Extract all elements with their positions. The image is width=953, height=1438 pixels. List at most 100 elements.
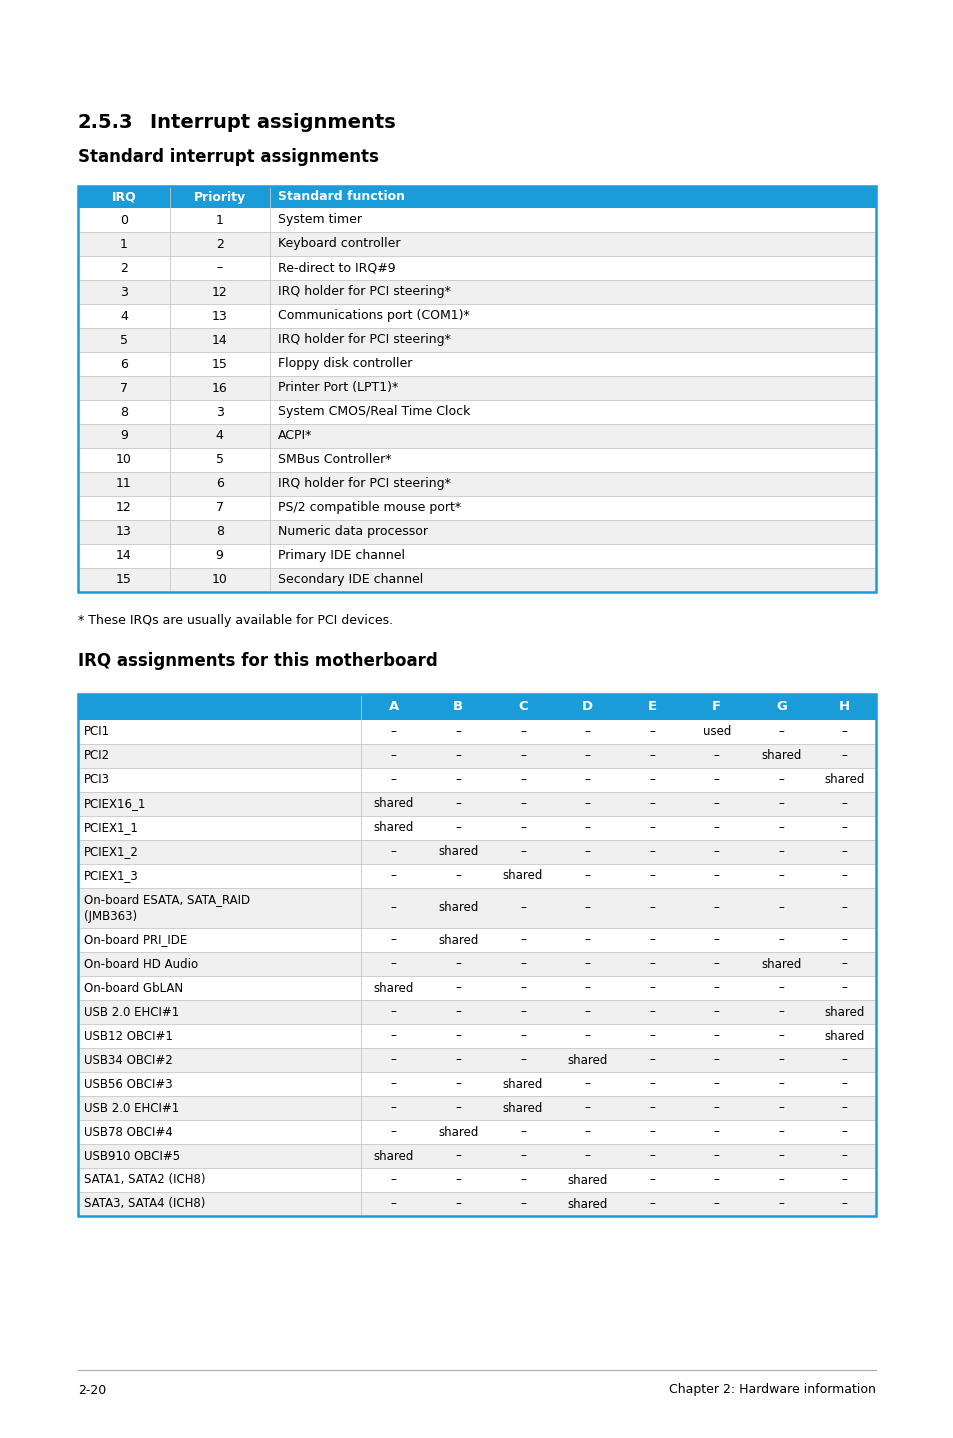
Text: –: – <box>841 1054 846 1067</box>
Text: –: – <box>649 1005 655 1018</box>
Bar <box>78 864 875 889</box>
Text: Standard function: Standard function <box>277 190 404 204</box>
Text: –: – <box>841 821 846 834</box>
Text: –: – <box>391 1030 396 1043</box>
Text: –: – <box>841 726 846 739</box>
Text: –: – <box>713 1198 719 1211</box>
Text: A: A <box>388 700 398 713</box>
Bar <box>78 1168 875 1192</box>
Text: –: – <box>713 1005 719 1018</box>
Text: SATA1, SATA2 (ICH8): SATA1, SATA2 (ICH8) <box>84 1173 205 1186</box>
Text: IRQ assignments for this motherboard: IRQ assignments for this motherboard <box>78 651 437 670</box>
Text: shared: shared <box>823 774 863 787</box>
Bar <box>78 743 875 768</box>
Text: Floppy disk controller: Floppy disk controller <box>277 358 412 371</box>
Text: 2: 2 <box>120 262 128 275</box>
Text: –: – <box>519 1054 525 1067</box>
Text: –: – <box>778 774 783 787</box>
Text: –: – <box>713 846 719 858</box>
Text: Standard interrupt assignments: Standard interrupt assignments <box>78 148 378 165</box>
Bar <box>78 1071 875 1096</box>
Text: –: – <box>455 1030 460 1043</box>
Text: –: – <box>584 933 590 946</box>
Text: SMBus Controller*: SMBus Controller* <box>277 453 391 466</box>
Text: shared: shared <box>502 1102 542 1114</box>
Bar <box>78 232 875 256</box>
Text: 2: 2 <box>215 237 223 250</box>
Text: –: – <box>584 774 590 787</box>
Text: –: – <box>391 726 396 739</box>
Text: –: – <box>455 1054 460 1067</box>
Text: –: – <box>519 1005 525 1018</box>
Text: –: – <box>584 1102 590 1114</box>
Bar <box>78 720 875 743</box>
Text: –: – <box>519 982 525 995</box>
Bar <box>78 695 875 1217</box>
Text: used: used <box>701 726 730 739</box>
Text: –: – <box>391 933 396 946</box>
Text: 1: 1 <box>120 237 128 250</box>
Text: –: – <box>584 726 590 739</box>
Text: shared: shared <box>502 870 542 883</box>
Text: 15: 15 <box>116 574 132 587</box>
Bar <box>78 472 875 496</box>
Text: –: – <box>455 1102 460 1114</box>
Text: –: – <box>778 1077 783 1090</box>
Text: PCIEX1_2: PCIEX1_2 <box>84 846 139 858</box>
Text: –: – <box>519 933 525 946</box>
Text: Keyboard controller: Keyboard controller <box>277 237 399 250</box>
Text: –: – <box>713 774 719 787</box>
Text: –: – <box>778 1005 783 1018</box>
Text: –: – <box>778 1102 783 1114</box>
Text: –: – <box>713 749 719 762</box>
Text: shared: shared <box>373 821 414 834</box>
Bar <box>78 1192 875 1217</box>
Text: 14: 14 <box>116 549 132 562</box>
Text: –: – <box>841 958 846 971</box>
Text: –: – <box>713 982 719 995</box>
Text: Chapter 2: Hardware information: Chapter 2: Hardware information <box>668 1383 875 1396</box>
Text: IRQ holder for PCI steering*: IRQ holder for PCI steering* <box>277 286 450 299</box>
Text: –: – <box>841 933 846 946</box>
Text: shared: shared <box>567 1054 607 1067</box>
Text: USB12 OBCI#1: USB12 OBCI#1 <box>84 1030 172 1043</box>
Text: –: – <box>713 958 719 971</box>
Text: –: – <box>391 1126 396 1139</box>
Text: –: – <box>519 821 525 834</box>
Text: B: B <box>453 700 463 713</box>
Text: –: – <box>584 1149 590 1162</box>
Text: PCIEX1_3: PCIEX1_3 <box>84 870 138 883</box>
Text: ACPI*: ACPI* <box>277 430 312 443</box>
Text: 8: 8 <box>120 406 128 418</box>
Text: –: – <box>713 933 719 946</box>
Bar <box>78 400 875 424</box>
Bar <box>78 375 875 400</box>
Text: shared: shared <box>567 1198 607 1211</box>
Text: On-board GbLAN: On-board GbLAN <box>84 982 183 995</box>
Text: On-board PRI_IDE: On-board PRI_IDE <box>84 933 187 946</box>
Bar <box>78 424 875 449</box>
Text: –: – <box>649 1102 655 1114</box>
Text: 5: 5 <box>215 453 223 466</box>
Text: –: – <box>519 1198 525 1211</box>
Text: –: – <box>391 1054 396 1067</box>
Text: –: – <box>649 798 655 811</box>
Text: –: – <box>778 1149 783 1162</box>
Text: PCI1: PCI1 <box>84 726 110 739</box>
Text: –: – <box>584 798 590 811</box>
Text: –: – <box>391 1198 396 1211</box>
Text: –: – <box>778 1198 783 1211</box>
Text: –: – <box>841 1126 846 1139</box>
Text: –: – <box>519 1149 525 1162</box>
Text: –: – <box>584 902 590 915</box>
Text: –: – <box>713 1126 719 1139</box>
Text: 6: 6 <box>215 477 223 490</box>
Text: –: – <box>519 774 525 787</box>
Text: 0: 0 <box>120 213 128 227</box>
Text: shared: shared <box>502 1077 542 1090</box>
Text: –: – <box>519 1030 525 1043</box>
Text: –: – <box>391 870 396 883</box>
Text: On-board HD Audio: On-board HD Audio <box>84 958 198 971</box>
Text: shared: shared <box>373 1149 414 1162</box>
Text: Printer Port (LPT1)*: Printer Port (LPT1)* <box>277 381 397 394</box>
